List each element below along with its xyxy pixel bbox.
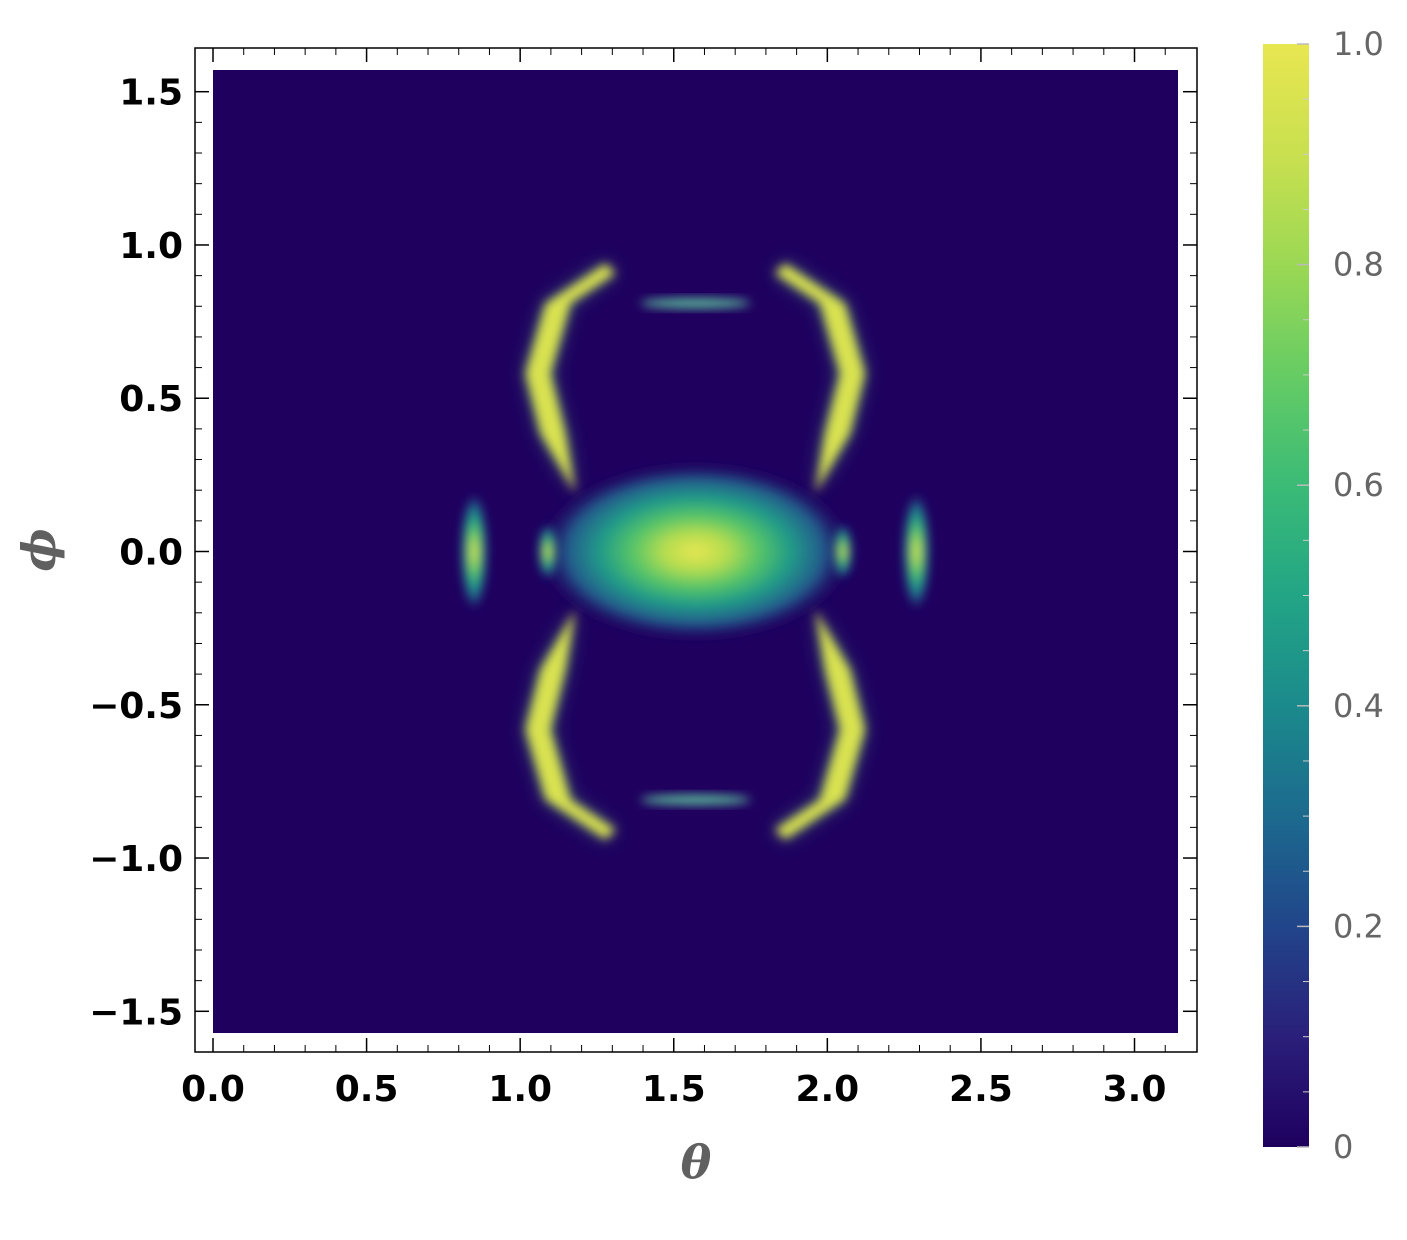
- x-tick-label: 2.5: [949, 1069, 1013, 1110]
- y-tick-label: −1.5: [89, 992, 183, 1033]
- feature-arc-upper-left: [525, 263, 616, 494]
- x-tick-label: 0.5: [335, 1069, 399, 1110]
- colorbar-tick-label: 0.8: [1333, 246, 1384, 284]
- feature-arc-lower-right: [774, 609, 865, 840]
- y-tick-label: 1.5: [119, 73, 183, 114]
- x-tick-label: 1.0: [488, 1069, 552, 1110]
- y-axis-label: ϕ: [12, 528, 66, 571]
- y-tick-label: 0.5: [119, 379, 183, 420]
- y-tick-label: 0.0: [119, 533, 183, 574]
- colorbar-tick-label: 1.0: [1333, 25, 1384, 63]
- y-tick-label: −1.0: [89, 839, 183, 880]
- colorbar: [1263, 44, 1309, 1147]
- feature-inner-spot-right: [832, 523, 853, 580]
- y-tick-label: −0.5: [89, 686, 183, 727]
- y-tick-label: 1.0: [119, 226, 183, 267]
- colorbar-tick-label: 0.6: [1333, 466, 1384, 504]
- feature-bottom-band: [640, 794, 751, 805]
- x-tick-label: 0.0: [181, 1069, 245, 1110]
- x-tick-label: 2.0: [795, 1069, 859, 1110]
- feature-central-ellipse: [535, 461, 856, 642]
- colorbar-tick-label: 0: [1333, 1128, 1353, 1166]
- feature-side-spot-right: [902, 491, 931, 612]
- feature-arc-lower-left: [525, 609, 616, 840]
- feature-inner-spot-left: [537, 523, 558, 580]
- feature-side-spot-left: [460, 491, 489, 612]
- feature-top-band: [640, 298, 751, 309]
- plot-frame: [194, 47, 1198, 1053]
- x-axis-label: θ: [681, 1135, 712, 1189]
- colorbar-tick-label: 0.2: [1333, 907, 1384, 945]
- colorbar-tick-label: 0.4: [1333, 687, 1384, 725]
- feature-arc-upper-right: [774, 263, 865, 494]
- x-tick-label: 1.5: [642, 1069, 706, 1110]
- x-tick-label: 3.0: [1103, 1069, 1167, 1110]
